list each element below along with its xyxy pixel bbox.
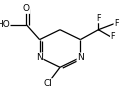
Text: F: F bbox=[114, 19, 118, 28]
Text: HO: HO bbox=[0, 20, 10, 29]
Text: F: F bbox=[110, 32, 115, 41]
Text: Cl: Cl bbox=[44, 79, 52, 88]
Text: N: N bbox=[77, 53, 84, 62]
Text: N: N bbox=[36, 53, 43, 62]
Text: F: F bbox=[96, 14, 101, 23]
Text: O: O bbox=[23, 4, 30, 13]
